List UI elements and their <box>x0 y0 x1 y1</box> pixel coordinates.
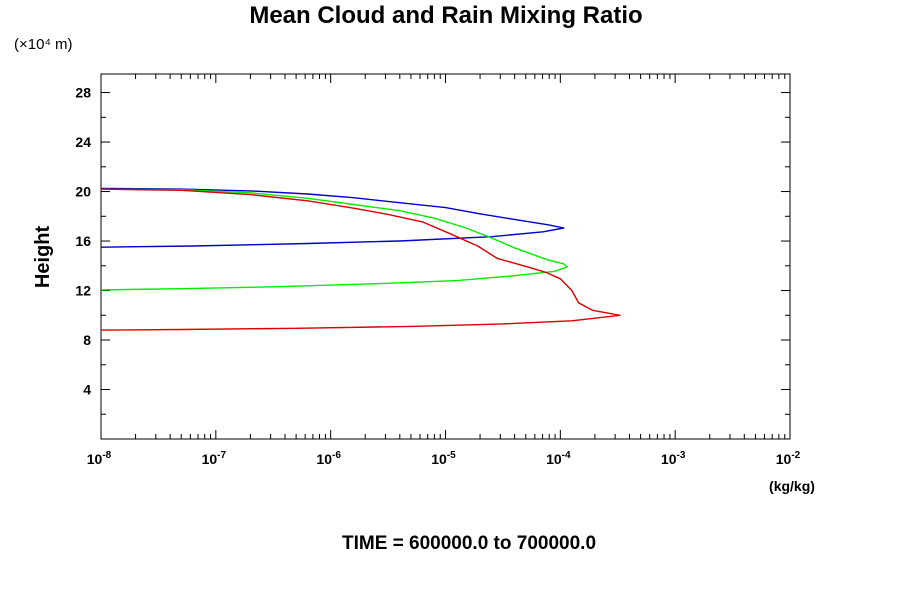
x-axis-unit-label: (kg/kg) <box>769 478 815 494</box>
x-tick-label: 10-7 <box>202 450 227 467</box>
x-tick-label: 10-2 <box>776 450 801 467</box>
y-tick-label: 8 <box>83 332 91 348</box>
y-tick-label: 12 <box>75 283 91 299</box>
series-line-2 <box>100 188 568 291</box>
y-tick-label: 24 <box>75 134 91 150</box>
x-tick-label: 10-8 <box>87 450 112 467</box>
y-tick-label: 4 <box>83 382 91 398</box>
x-tick-label: 10-3 <box>661 450 686 467</box>
time-range-footer: TIME = 600000.0 to 700000.0 <box>342 533 596 554</box>
series-line-3 <box>100 188 621 331</box>
plot-area: 10-8 10-7 10-6 10-5 10-4 10-3 10-2 4 8 12 16 20 24 28 <box>75 73 801 467</box>
y-scale-label: (×10⁴ m) <box>14 36 73 53</box>
chart-title: Mean Cloud and Rain Mixing Ratio <box>249 2 642 29</box>
plot-frame <box>100 73 791 440</box>
y-tick-label: 16 <box>75 233 91 249</box>
y-axis-label: Height <box>32 226 54 289</box>
series-line-1 <box>100 187 565 248</box>
y-tick-label: 28 <box>75 85 91 101</box>
x-tick-label: 10-5 <box>431 450 456 467</box>
y-tick-label: 20 <box>75 184 91 200</box>
x-tick-label: 10-6 <box>316 450 341 467</box>
x-tick-label: 10-4 <box>546 450 571 467</box>
